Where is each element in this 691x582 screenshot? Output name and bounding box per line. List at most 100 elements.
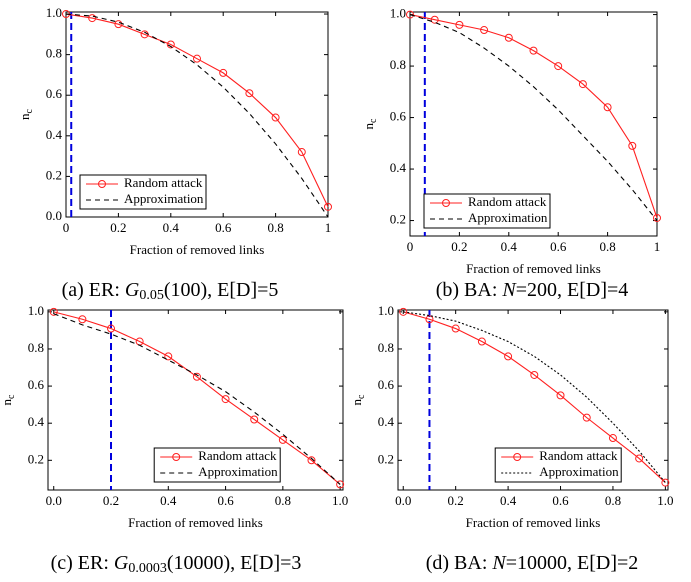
point bbox=[219, 68, 228, 77]
y-axis-label-sub: c bbox=[6, 394, 17, 399]
point bbox=[451, 324, 460, 333]
x-tick-label: 0.6 bbox=[550, 239, 567, 254]
y-axis-label-main: n bbox=[361, 122, 376, 129]
y-axis-label-sub: c bbox=[368, 118, 379, 123]
y-tick-label: 1.0 bbox=[390, 6, 406, 21]
legend-label: Approximation bbox=[124, 191, 204, 206]
series-line bbox=[53, 313, 341, 485]
x-tick-label: 1 bbox=[325, 220, 332, 235]
point bbox=[661, 478, 670, 487]
plot-frame bbox=[409, 11, 658, 237]
point bbox=[635, 454, 644, 463]
legend-label: Random attack bbox=[198, 448, 277, 463]
legend-marker bbox=[172, 453, 181, 461]
x-tick-label: 0.4 bbox=[501, 239, 518, 254]
point bbox=[480, 26, 489, 35]
caption: (d) BA: N=10000, E[D]=2 bbox=[426, 552, 639, 574]
x-tick-label: 0.8 bbox=[275, 493, 291, 508]
x-axis-label: Fraction of removed links bbox=[128, 515, 263, 530]
y-axis-label-sub: c bbox=[24, 108, 35, 113]
y-tick-label: 0.0 bbox=[46, 208, 62, 223]
point bbox=[504, 33, 513, 42]
point bbox=[221, 395, 230, 404]
x-tick-label: 0.2 bbox=[451, 239, 467, 254]
legend-box bbox=[79, 174, 207, 210]
point bbox=[307, 456, 316, 465]
point bbox=[477, 337, 486, 346]
legend-marker bbox=[98, 180, 106, 188]
point bbox=[107, 324, 116, 333]
point bbox=[582, 413, 591, 422]
point bbox=[455, 20, 464, 29]
point bbox=[245, 89, 254, 98]
x-tick-label: 0.4 bbox=[160, 493, 177, 508]
y-axis-label-main: n bbox=[17, 113, 32, 120]
point bbox=[164, 352, 173, 361]
x-axis-label: Fraction of removed links bbox=[466, 515, 601, 530]
legend-marker bbox=[442, 199, 450, 207]
point bbox=[192, 372, 201, 381]
x-axis-label: Fraction of removed links bbox=[130, 242, 265, 257]
point bbox=[297, 148, 306, 157]
point bbox=[628, 141, 637, 150]
y-axis-label-main: n bbox=[0, 398, 14, 405]
y-axis-label: nc bbox=[17, 108, 35, 120]
legend-label: Approximation bbox=[539, 464, 619, 479]
x-tick-label: 0.4 bbox=[500, 493, 517, 508]
x-tick-label: 0 bbox=[63, 220, 70, 235]
y-tick-label: 0.2 bbox=[46, 167, 62, 182]
legend-label: Random attack bbox=[124, 175, 203, 190]
y-tick-label: 0.8 bbox=[28, 340, 44, 355]
caption: (a) ER: G0.05(100), E[D]=5 bbox=[62, 279, 279, 304]
y-axis-label: nc bbox=[0, 394, 17, 406]
y-tick-label: 0.2 bbox=[28, 451, 44, 466]
x-tick-label: 0.0 bbox=[46, 493, 62, 508]
y-axis-label-main: n bbox=[349, 398, 364, 405]
point bbox=[193, 54, 201, 63]
x-tick-label: 0.2 bbox=[110, 220, 126, 235]
y-tick-label: 0.6 bbox=[46, 86, 63, 101]
plot-frame bbox=[47, 309, 344, 491]
point bbox=[88, 14, 97, 23]
point bbox=[271, 113, 280, 122]
y-tick-label: 0.8 bbox=[46, 46, 62, 61]
y-tick-label: 1.0 bbox=[28, 303, 44, 318]
x-tick-label: 0.8 bbox=[267, 220, 283, 235]
point bbox=[530, 370, 539, 379]
series-line bbox=[403, 311, 666, 483]
series-line bbox=[403, 311, 666, 483]
y-axis-label-sub: c bbox=[356, 394, 367, 399]
series-line bbox=[65, 13, 329, 208]
legend-label: Approximation bbox=[468, 210, 548, 225]
x-tick-label: 1.0 bbox=[657, 493, 673, 508]
x-tick-label: 0.0 bbox=[395, 493, 411, 508]
point bbox=[430, 15, 439, 24]
x-tick-label: 0.8 bbox=[605, 493, 621, 508]
x-tick-label: 1 bbox=[654, 239, 661, 254]
x-axis-label: Fraction of removed links bbox=[466, 261, 601, 276]
point bbox=[278, 435, 287, 444]
series-line bbox=[409, 14, 658, 221]
y-tick-label: 0.6 bbox=[378, 377, 395, 392]
y-axis-label: nc bbox=[349, 394, 367, 406]
y-tick-label: 0.2 bbox=[390, 212, 406, 227]
caption: (b) BA: N=200, E[D]=4 bbox=[436, 279, 629, 301]
series-line bbox=[53, 311, 341, 485]
plot-frame bbox=[65, 11, 329, 218]
x-tick-label: 1.0 bbox=[332, 493, 348, 508]
point bbox=[324, 202, 332, 211]
legend-label: Random attack bbox=[468, 194, 547, 209]
x-tick-label: 0 bbox=[407, 239, 414, 254]
y-tick-label: 0.6 bbox=[390, 109, 407, 124]
point bbox=[504, 352, 513, 361]
x-tick-label: 0.8 bbox=[599, 239, 615, 254]
point bbox=[406, 10, 414, 19]
point bbox=[554, 62, 563, 71]
point bbox=[399, 307, 408, 316]
y-tick-label: 0.8 bbox=[378, 340, 394, 355]
y-tick-label: 0.4 bbox=[378, 414, 395, 429]
x-tick-label: 0.2 bbox=[448, 493, 464, 508]
x-tick-label: 0.2 bbox=[103, 493, 119, 508]
point bbox=[78, 315, 87, 324]
legend-label: Random attack bbox=[539, 448, 618, 463]
